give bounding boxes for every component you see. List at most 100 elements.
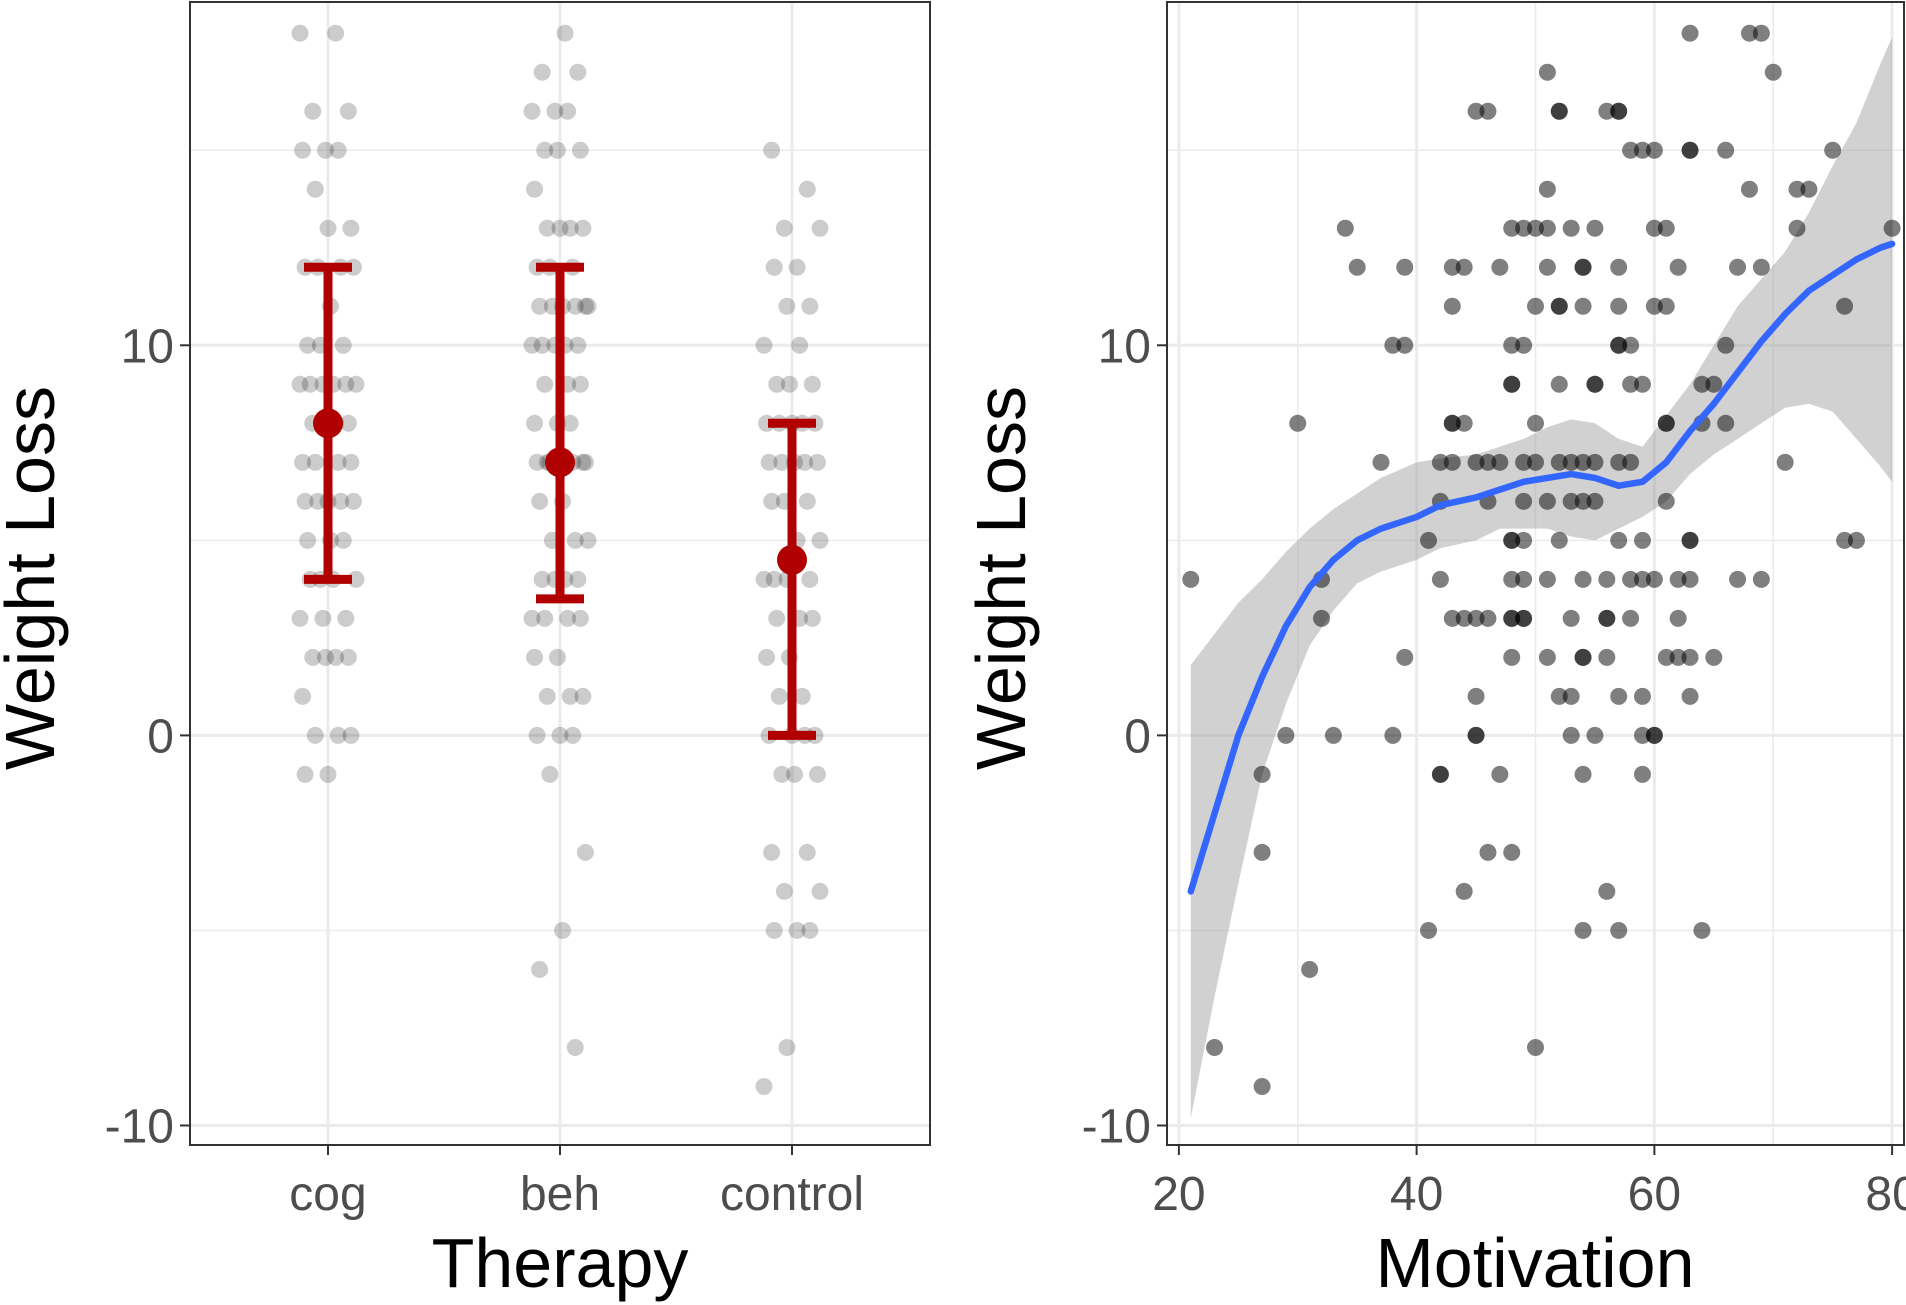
left-data-point: [536, 609, 554, 627]
right-data-point: [1729, 570, 1747, 588]
right-data-point: [1657, 414, 1675, 432]
right-data-point: [1527, 1038, 1544, 1056]
left-data-point: [528, 453, 546, 471]
left-data-point: [566, 531, 584, 549]
left-points: [291, 24, 829, 1095]
left-data-point: [526, 648, 544, 666]
right-data-point: [1836, 531, 1854, 549]
left-data-point: [768, 375, 786, 393]
left-data-point: [788, 921, 806, 939]
left-data-point: [780, 375, 798, 393]
right-data-point: [1693, 375, 1711, 393]
right-data-point: [1253, 1077, 1271, 1095]
right-data-point: [1574, 492, 1592, 510]
right-data-point: [1764, 63, 1782, 81]
left-data-point: [342, 726, 360, 744]
left-data-point: [337, 609, 355, 627]
left-x-axis-title: Therapy: [432, 1224, 689, 1302]
right-grid: [1167, 2, 1904, 1145]
right-data-point: [1574, 297, 1592, 315]
right-data-point: [1562, 609, 1580, 627]
right-data-point: [1824, 141, 1842, 159]
right-data-point: [1515, 570, 1533, 588]
right-data-point: [1182, 570, 1200, 588]
right-data-point: [1610, 687, 1628, 705]
left-chart: -10 0 10 cog beh control Therapy Weight Loss: [0, 1, 931, 1302]
left-data-point: [755, 336, 773, 354]
right-data-point: [1324, 726, 1342, 744]
right-data-point: [1455, 882, 1473, 900]
left-data-point: [788, 258, 806, 276]
left-data-point: [758, 648, 776, 666]
right-data-point: [1503, 375, 1521, 393]
right-data-point: [1622, 336, 1640, 354]
right-data-point: [1657, 648, 1675, 666]
right-data-point: [1633, 531, 1651, 549]
left-x-tick-label: cog: [289, 1168, 366, 1221]
left-data-point: [294, 687, 312, 705]
left-data-point: [316, 648, 334, 666]
right-data-point: [1669, 258, 1687, 276]
right-data-point: [1443, 297, 1461, 315]
right-data-point: [1633, 375, 1651, 393]
left-data-point: [551, 726, 569, 744]
left-data-point: [342, 453, 360, 471]
left-data-point: [798, 492, 816, 510]
right-data-point: [1562, 453, 1580, 471]
left-data-point: [314, 609, 332, 627]
left-data-point: [523, 102, 541, 120]
left-data-point: [301, 375, 319, 393]
left-data-point: [786, 765, 804, 783]
left-data-point: [327, 648, 345, 666]
right-data-point: [1740, 24, 1758, 42]
right-data-point: [1550, 531, 1568, 549]
left-y-tick-label: -10: [105, 1100, 174, 1153]
left-data-point: [765, 570, 783, 588]
left-data-point: [561, 414, 579, 432]
right-data-point: [1538, 648, 1556, 666]
right-data-point: [1479, 843, 1497, 861]
left-data-point: [538, 219, 556, 237]
right-data-point: [1479, 102, 1497, 120]
right-data-point: [1562, 726, 1580, 744]
right-data-point: [1752, 570, 1770, 588]
right-data-point: [1633, 765, 1651, 783]
right-data-point: [1467, 609, 1485, 627]
right-data-point: [1610, 297, 1628, 315]
right-data-point: [1645, 726, 1663, 744]
left-data-point: [556, 24, 574, 42]
right-y-tick-label: 0: [1124, 710, 1151, 763]
right-data-point: [1550, 687, 1568, 705]
left-data-point: [576, 297, 594, 315]
left-data-point: [339, 102, 357, 120]
left-data-point: [566, 1038, 584, 1056]
left-data-point: [574, 219, 592, 237]
left-data-point: [332, 492, 350, 510]
right-data-point: [1550, 102, 1568, 120]
left-data-point: [765, 921, 783, 939]
right-data-point: [1586, 375, 1604, 393]
left-data-point: [329, 453, 347, 471]
left-data-point: [569, 570, 587, 588]
right-data-point: [1289, 414, 1307, 432]
left-data-point: [548, 141, 566, 159]
left-data-point: [296, 492, 314, 510]
right-band: [1190, 37, 1893, 1118]
right-data-point: [1610, 336, 1628, 354]
left-data-point: [538, 687, 556, 705]
right-x-tick-label: 20: [1152, 1168, 1205, 1221]
left-data-point: [299, 336, 317, 354]
left-data-point: [566, 297, 584, 315]
left-data-point: [569, 336, 587, 354]
right-data-point: [1622, 453, 1640, 471]
left-data-point: [306, 726, 324, 744]
right-data-point: [1550, 297, 1568, 315]
left-data-point: [811, 219, 829, 237]
left-data-point: [803, 375, 821, 393]
right-data-point: [1681, 141, 1699, 159]
right-data-point: [1372, 453, 1390, 471]
left-data-point: [523, 609, 541, 627]
right-data-point: [1503, 843, 1521, 861]
right-x-tick-label: 80: [1865, 1168, 1906, 1221]
